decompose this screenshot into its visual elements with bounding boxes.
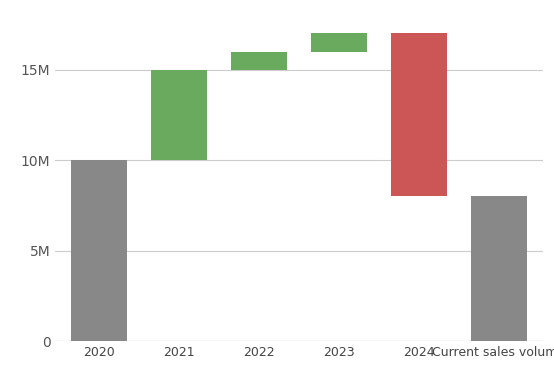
Bar: [231, 52, 287, 69]
Bar: [471, 196, 527, 341]
Bar: [311, 33, 367, 52]
Bar: [151, 69, 207, 160]
Bar: [71, 160, 127, 341]
Bar: [391, 33, 447, 196]
